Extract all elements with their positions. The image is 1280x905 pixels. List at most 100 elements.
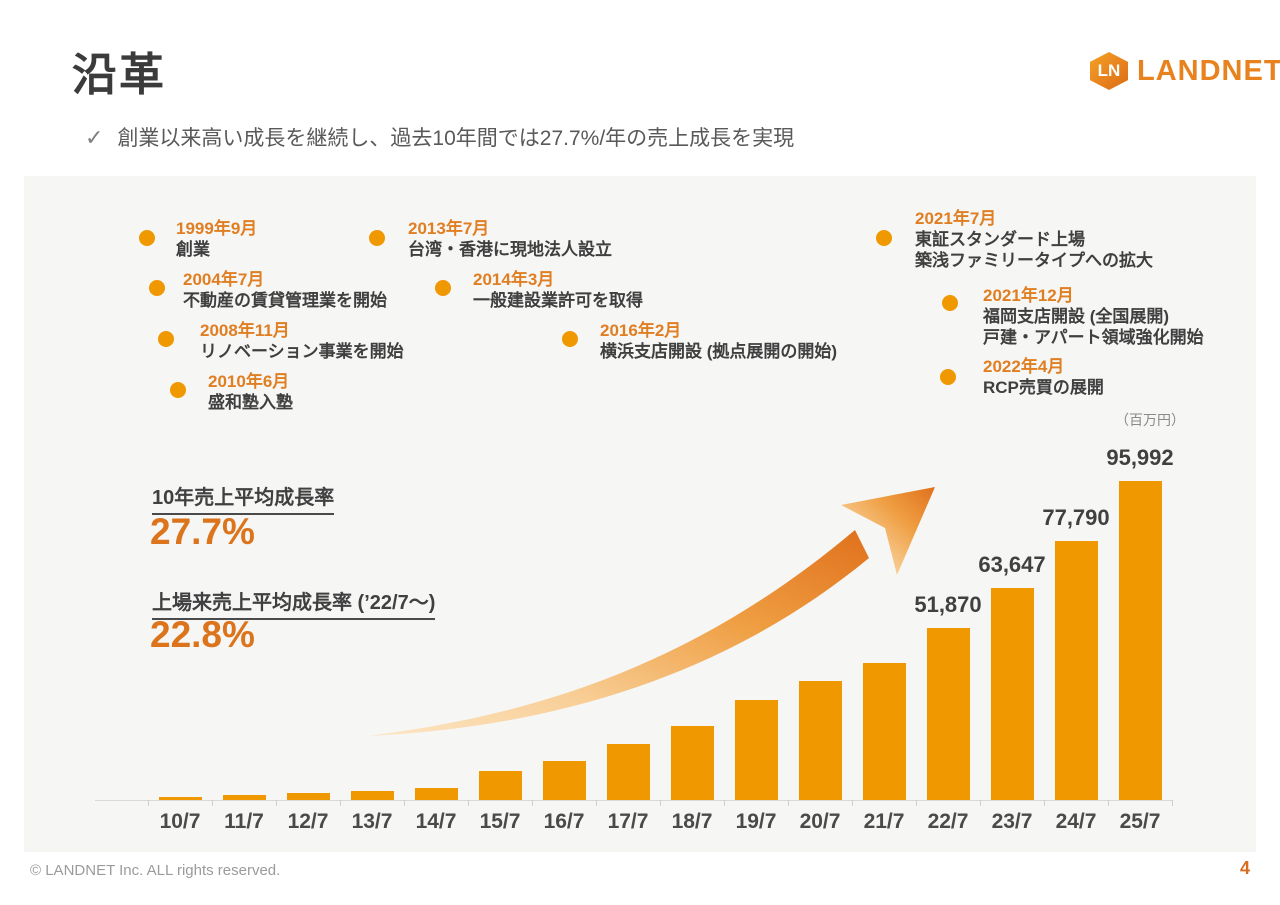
axis-tick [276,800,277,806]
axis-tick [404,800,405,806]
since-listing-growth-value: 22.8% [150,614,255,655]
timeline-date: 2013年7月 [408,219,490,238]
axis-tick [1044,800,1045,806]
timeline-dot-icon [149,280,165,296]
x-axis-label: 18/7 [671,810,713,833]
timeline-desc: 台湾・香港に現地法人設立 [408,240,612,259]
timeline-dot-icon [170,382,186,398]
revenue-bar [478,771,522,800]
x-axis-label: 21/7 [863,810,905,833]
timeline-date: 2021年12月 [983,286,1074,305]
x-axis-label: 17/7 [607,810,649,833]
x-axis-label: 14/7 [415,810,457,833]
axis-tick [788,800,789,806]
x-axis-label: 19/7 [735,810,777,833]
revenue-bar [414,788,458,800]
timeline-dot-icon [369,230,385,246]
x-axis-label: 24/7 [1055,810,1097,833]
timeline-dot-icon [876,230,892,246]
axis-tick [148,800,149,806]
axis-tick [532,800,533,806]
timeline-desc: リノベーション事業を開始 [200,342,404,361]
landnet-hexagon-icon: LN [1090,52,1128,90]
timeline-date: 2021年7月 [915,209,997,228]
timeline-date: 2008年11月 [200,321,290,340]
x-axis-label: 25/7 [1119,810,1161,833]
timeline-date: 2022年4月 [983,357,1065,376]
logo-wordmark: LANDNET [1137,54,1280,87]
axis-tick [340,800,341,806]
timeline-desc: 築浅ファミリータイプへの拡大 [915,251,1153,270]
timeline-date: 2010年6月 [208,372,290,391]
axis-tick [1172,800,1173,806]
timeline-dot-icon [158,331,174,347]
x-axis-label: 12/7 [287,810,329,833]
revenue-bar [1118,481,1162,800]
axis-tick [660,800,661,806]
summary-bullet: ✓ 創業以来高い成長を継続し、過去10年間では27.7%/年の売上成長を実現 [85,122,794,152]
axis-tick [724,800,725,806]
timeline-desc: 横浜支店開設 (拠点展開の開始) [600,342,838,361]
revenue-bar [862,663,906,800]
summary-text: 創業以来高い成長を継続し、過去10年間では27.7%/年の売上成長を実現 [117,127,795,150]
chart-unit-label: （百万円） [1115,412,1185,428]
timeline-date: 2014年3月 [473,270,555,289]
ten-year-growth-label: 10年売上平均成長率 [152,481,335,515]
x-axis-label: 10/7 [159,810,201,833]
x-axis-line [95,800,1173,801]
x-axis-label: 23/7 [991,810,1033,833]
axis-tick [1108,800,1109,806]
revenue-bar [350,791,394,800]
axis-tick [596,800,597,806]
growth-arrow-icon [368,487,935,736]
axis-tick [916,800,917,806]
timeline-desc: 戸建・アパート領域強化開始 [983,328,1204,347]
page-title: 沿革 [72,49,167,100]
timeline-desc: 創業 [176,240,210,259]
axis-tick [852,800,853,806]
revenue-bar [990,588,1034,800]
bar-value-label: 63,647 [978,552,1046,577]
since-listing-growth-label: 上場来売上平均成長率 (’22/7〜) [152,586,436,620]
axis-tick [212,800,213,806]
landnet-logo: LN LANDNET [1090,52,1280,90]
timeline-date: 1999年9月 [176,219,258,238]
revenue-bar [1054,541,1098,800]
timeline-desc: 一般建設業許可を取得 [473,291,643,310]
bar-value-label: 95,992 [1106,445,1174,470]
bar-value-label: 51,870 [914,592,982,617]
revenue-bar [222,795,266,800]
copyright-text: © LANDNET Inc. ALL rights reserved. [30,862,281,879]
page-number: 4 [1239,858,1250,878]
timeline-dot-icon [942,295,958,311]
revenue-bar [158,797,202,800]
timeline-dot-icon [435,280,451,296]
x-axis-label: 20/7 [799,810,841,833]
checkmark-icon: ✓ [85,125,104,150]
x-axis-label: 13/7 [351,810,393,833]
logo-mark-text: LN [1097,61,1121,80]
revenue-bar [926,628,970,800]
x-axis-label: 15/7 [479,810,521,833]
revenue-bar [286,793,330,800]
timeline-desc: 盛和塾入塾 [208,393,293,412]
timeline-dot-icon [940,369,956,385]
axis-tick [468,800,469,806]
revenue-bar [734,700,778,800]
axis-tick [980,800,981,806]
x-axis-label: 16/7 [543,810,585,833]
revenue-chart: 10/7 11/7 12/7 13/7 14/7 15/7 16/7 17/7 18/7 19/7… [95,445,1174,850]
timeline-desc: 福岡支店開設 (全国展開) [983,307,1170,326]
revenue-bar [606,744,650,800]
bar-value-label: 77,790 [1042,505,1110,530]
revenue-bar [542,761,586,800]
timeline-desc: RCP売買の展開 [983,378,1104,397]
timeline-date: 2016年2月 [600,321,682,340]
x-axis-label: 22/7 [927,810,969,833]
timeline-desc: 東証スタンダード上場 [915,230,1085,249]
timeline-dot-icon [139,230,155,246]
timeline-date: 2004年7月 [183,270,265,289]
x-axis-label: 11/7 [224,810,264,833]
timeline-dot-icon [562,331,578,347]
ten-year-growth-value: 27.7% [150,511,255,552]
